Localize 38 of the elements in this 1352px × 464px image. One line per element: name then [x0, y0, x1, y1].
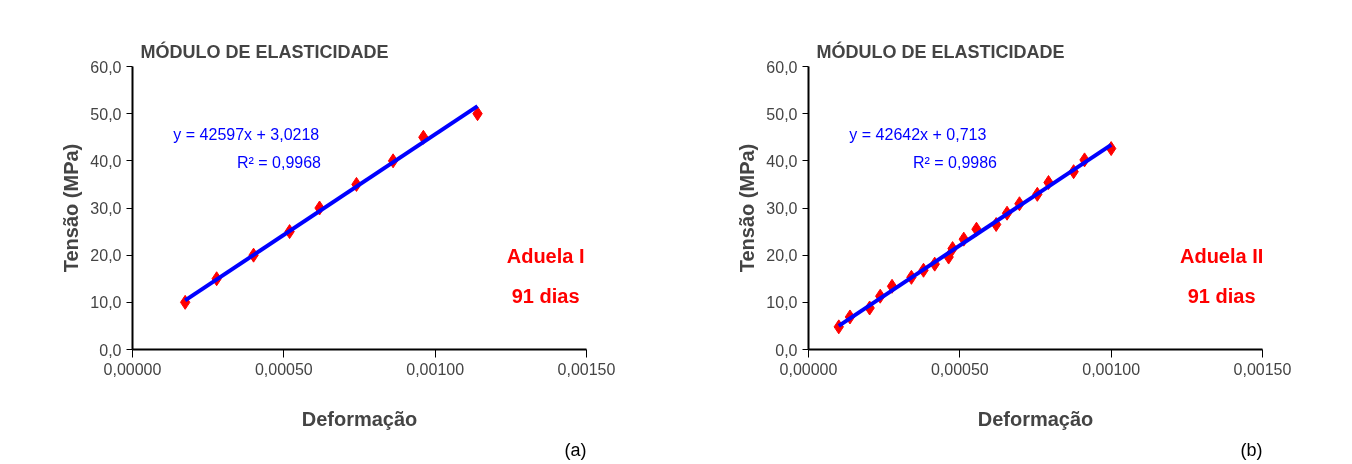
y-tick-label: 50,0	[90, 105, 122, 123]
chart-title: MÓDULO DE ELASTICIDADE	[816, 40, 1065, 62]
y-tick-label: 20,0	[90, 247, 122, 265]
text: (b)	[1240, 439, 1263, 460]
annotation: R² = 0,9968	[236, 154, 322, 172]
y-tick-label: 40,0	[90, 152, 122, 170]
x-tick-label: 0,00100	[406, 360, 465, 378]
annotation: R² = 0,9986	[912, 154, 998, 172]
x-tick-label: 0,00150	[557, 360, 616, 378]
annotation: Aduela I	[506, 245, 585, 268]
annotation: y = 42597x + 3,0218	[173, 125, 320, 143]
annotation: 91 dias	[511, 284, 580, 307]
y-tick-label: 30,0	[766, 200, 798, 217]
x-tick-label: 0,00050	[254, 360, 313, 378]
x-axis-title: Deformação	[977, 407, 1094, 430]
y-tick-label: 30,0	[90, 200, 122, 217]
y-tick-label: 40,0	[766, 152, 798, 170]
x-tick-label: 0,00150	[1233, 360, 1292, 378]
text: (a)	[564, 439, 587, 460]
x-tick-label: 0,00050	[930, 360, 989, 378]
y-axis-title: Tensão (MPa)	[60, 143, 83, 273]
annotation: y = 42642x + 0,713	[849, 125, 987, 143]
x-axis-title: Deformação	[301, 407, 418, 430]
y-tick-label: 60,0	[766, 58, 798, 76]
y-tick-label: 10,0	[90, 294, 122, 312]
y-axis-title: Tensão (MPa)	[736, 143, 759, 273]
chart-title: MÓDULO DE ELASTICIDADE	[140, 40, 389, 62]
annotation: 91 dias	[1187, 284, 1256, 307]
x-tick-label: 0,00000	[103, 360, 162, 378]
annotation: Aduela II	[1179, 245, 1264, 268]
x-tick-label: 0,00100	[1082, 360, 1141, 378]
y-tick-label: 50,0	[766, 105, 798, 123]
y-tick-label: 60,0	[90, 58, 122, 76]
y-tick-label: 10,0	[766, 294, 798, 312]
y-tick-label: 20,0	[766, 247, 798, 265]
x-tick-label: 0,00000	[779, 360, 838, 378]
y-tick-label: 0,0	[775, 341, 798, 359]
y-tick-label: 0,0	[99, 341, 122, 359]
